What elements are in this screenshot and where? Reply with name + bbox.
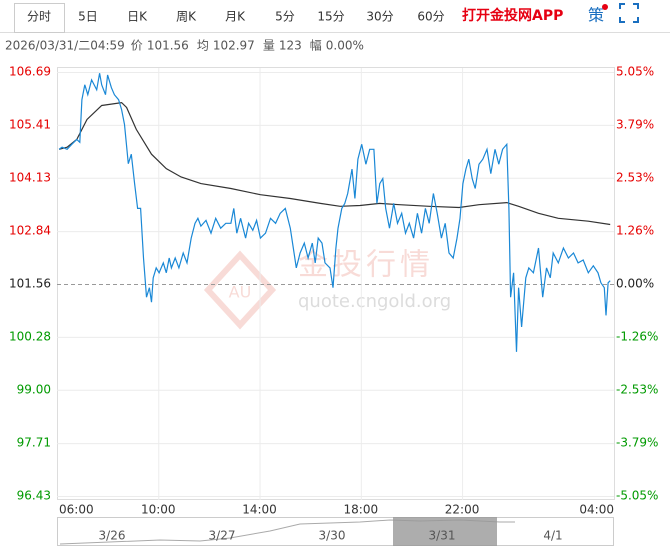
tab[interactable]: 60分 <box>417 10 444 24</box>
y2-tick-label: -2.53% <box>616 383 658 397</box>
y2-tick-label: 2.53% <box>616 170 654 184</box>
y-tick-label: 101.56 <box>9 277 51 291</box>
tab[interactable]: 日K <box>127 10 148 24</box>
tabs: 分时 5日 日K 周K 月K 5分 15分 30分 60分 <box>27 10 445 24</box>
x-tick-label: 06:00 <box>59 503 94 517</box>
y2-tick-label: 0.00% <box>616 277 654 291</box>
info-value: 102.97 <box>213 39 255 53</box>
navigator-date: 3/30 <box>319 529 346 543</box>
navigator-selection[interactable] <box>393 517 497 546</box>
tab[interactable]: 月K <box>225 10 246 24</box>
navigator: 3/26 3/27 3/30 3/31 4/1 <box>57 517 614 546</box>
navigator-date: 4/1 <box>543 529 562 543</box>
y2-tick-label: -5.05% <box>616 489 658 503</box>
y2-tick-label: 1.26% <box>616 224 654 238</box>
y-tick-label: 96.43 <box>17 489 51 503</box>
app-link[interactable]: 打开金投网APP <box>462 7 563 24</box>
y2-tick-label: 3.79% <box>616 117 654 131</box>
y-tick-label: 97.71 <box>17 436 51 450</box>
y2-tick-label: -1.26% <box>616 329 658 343</box>
active-tab <box>14 3 65 33</box>
price-line <box>58 73 611 352</box>
watermark-url: quote.cngold.org <box>298 291 451 312</box>
info-value: 101.56 <box>147 39 189 53</box>
info-label: 幅 <box>310 38 322 53</box>
x-tick-label: 04:00 <box>579 503 614 517</box>
y2-tick-label: 5.05% <box>616 65 654 79</box>
navigator-date: 3/31 <box>429 529 456 543</box>
tab[interactable]: 5分 <box>275 10 295 24</box>
price-line <box>58 101 611 226</box>
info-value: 123 <box>279 39 302 53</box>
navigator-frame <box>57 517 614 546</box>
x-tick-label: 22:00 <box>445 503 480 517</box>
navigator-date: 3/27 <box>209 529 236 543</box>
watermark: AU 金投行情 quote.cngold.org <box>203 248 451 330</box>
y-tick-label: 102.84 <box>9 224 51 238</box>
y-tick-label: 99.00 <box>17 382 51 396</box>
info-label: 量 <box>263 39 275 53</box>
tab[interactable]: 周K <box>176 10 197 24</box>
badge <box>602 4 608 10</box>
tab[interactable]: 分时 <box>27 10 51 24</box>
plot: 106.69 105.41 104.13 102.84 101.56 100.28 99.0… <box>9 65 658 517</box>
info-label: 均 <box>197 39 209 53</box>
tab[interactable]: 15分 <box>317 10 344 24</box>
watermark-logo <box>203 250 277 330</box>
y2-tick-label: -3.79% <box>616 436 658 450</box>
tab[interactable]: 5日 <box>78 10 98 24</box>
x-tick-label: 14:00 <box>242 503 277 517</box>
info-value: 0.00% <box>326 39 364 53</box>
info-time: 2026/03/31/二04:59 <box>5 39 125 53</box>
navigator-date: 3/26 <box>99 529 126 543</box>
info-line: 2026/03/31/二04:59 价 101.56 均 102.97 量 123 幅 0.00… <box>5 38 364 53</box>
watermark-title: 金投行情 <box>298 248 434 283</box>
x-tick-label: 10:00 <box>141 503 176 517</box>
strategy-button[interactable]: 策 <box>588 6 604 25</box>
toolbar <box>0 0 670 32</box>
fullscreen-button[interactable] <box>619 3 639 23</box>
y-tick-label: 106.69 <box>9 65 51 79</box>
watermark-logo-text: AU <box>229 283 252 302</box>
x-tick-label: 18:00 <box>344 503 379 517</box>
navigator-dates: 3/26 3/27 3/30 3/31 4/1 <box>99 529 563 543</box>
y-tick-label: 100.28 <box>9 329 51 343</box>
y-tick-label: 105.41 <box>9 117 51 131</box>
plot-frame <box>57 67 615 500</box>
y-tick-label: 104.13 <box>9 170 51 184</box>
tab[interactable]: 30分 <box>366 10 393 24</box>
info-label: 价 <box>131 39 143 53</box>
